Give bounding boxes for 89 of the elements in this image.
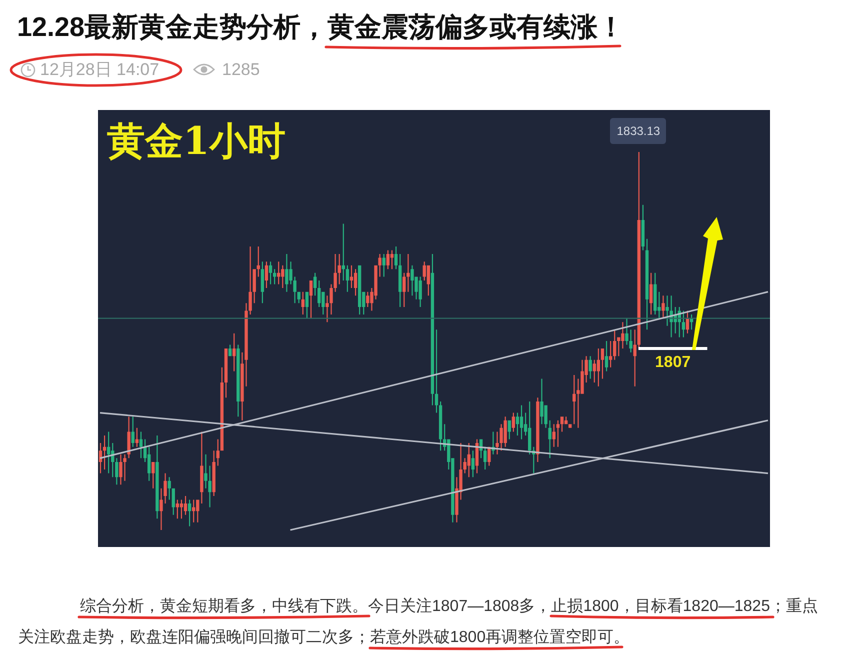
candlestick <box>268 262 272 284</box>
candlestick <box>434 330 438 413</box>
text: 综合分析，黄金短期看多，中线有下跌。今日关注1807—1808多，止损1800，目标看1820—1825；重点关注欧盘走势，欧盘连阳偏强晚间回撤可二次多；若意外跌破1800再调整位置空即可。 <box>18 596 819 648</box>
candlestick <box>281 265 284 288</box>
candlestick <box>256 246 260 277</box>
candlestick <box>426 265 430 296</box>
candlestick <box>394 246 398 270</box>
candlestick <box>483 446 487 470</box>
candlestick <box>119 454 122 485</box>
candlestick <box>212 450 216 496</box>
candlestick <box>528 401 532 454</box>
candlestick <box>260 262 264 304</box>
candlestick <box>156 435 159 519</box>
candlestick <box>272 269 276 284</box>
candlestick <box>313 272 317 296</box>
candlestick <box>224 348 228 398</box>
candlestick <box>346 265 350 292</box>
candlestick <box>131 416 134 447</box>
candlestick <box>604 340 608 372</box>
candlestick <box>402 272 406 307</box>
candlestick <box>641 204 645 250</box>
candlestick <box>560 416 564 432</box>
candlestick <box>184 496 188 515</box>
candlestick <box>358 265 362 315</box>
candlestick <box>654 272 657 315</box>
candlestick <box>390 250 394 270</box>
candlestick <box>645 238 649 330</box>
candlestick <box>168 477 171 500</box>
candlestick <box>600 348 604 379</box>
candlestick <box>123 454 126 481</box>
candlestick <box>613 330 616 360</box>
candlestick <box>512 412 516 432</box>
candlestick <box>572 374 576 424</box>
candlestick <box>398 254 402 307</box>
text: 1833.13 <box>610 118 666 144</box>
chart-title: 12.28最新黄金走势分析，黄金震荡偏多或有续涨！ <box>17 11 625 44</box>
text: 12月28日 14:07 <box>40 59 160 81</box>
candlestick <box>188 500 192 526</box>
candlestick <box>649 272 653 315</box>
candlestick <box>406 254 410 292</box>
candlestick <box>540 378 544 424</box>
candlestick <box>285 254 288 292</box>
candlestick <box>471 450 475 478</box>
candlestick <box>430 254 434 406</box>
candlestick <box>152 462 155 488</box>
candlestick <box>301 292 305 315</box>
candlestick <box>115 458 118 485</box>
candlestick <box>504 416 507 447</box>
candlestick <box>236 344 240 417</box>
candlestick <box>277 262 280 284</box>
text: 1285 <box>222 59 260 81</box>
candlestick <box>637 152 641 349</box>
candlestick <box>180 500 184 519</box>
candlestick <box>382 254 386 277</box>
candlestick <box>366 292 370 307</box>
chart-subtitle: 黄金1小时 <box>107 118 286 164</box>
candlestick <box>386 250 390 270</box>
candlestick <box>662 296 665 318</box>
candlestick <box>127 416 130 458</box>
candlestick <box>354 269 358 296</box>
candlestick <box>309 280 313 318</box>
candlestick <box>438 401 442 451</box>
candlestick <box>135 428 139 447</box>
candlestick <box>410 265 414 296</box>
candlestick <box>305 292 309 318</box>
candlestick <box>588 356 592 379</box>
candlestick <box>264 262 268 288</box>
candlestick <box>342 224 345 280</box>
candlestick <box>232 333 236 372</box>
candlestick <box>106 432 110 474</box>
candlestick <box>176 500 180 519</box>
candlestick <box>552 424 556 447</box>
candlestick <box>192 500 196 522</box>
candlestick <box>608 340 612 368</box>
candlestick <box>568 424 572 428</box>
candlestick <box>228 344 232 356</box>
candlestick <box>596 348 600 386</box>
candlestick <box>548 420 552 458</box>
candlestick <box>216 439 220 466</box>
candlestick <box>556 420 560 447</box>
candlestick <box>297 292 300 304</box>
candlestick <box>378 254 382 277</box>
candlestick <box>508 420 511 440</box>
candlestick <box>418 276 422 307</box>
candlestick <box>172 488 175 515</box>
candlestick <box>520 405 524 440</box>
annotation: 1807 <box>654 352 692 373</box>
candlestick <box>536 398 540 462</box>
candlestick <box>633 330 636 386</box>
